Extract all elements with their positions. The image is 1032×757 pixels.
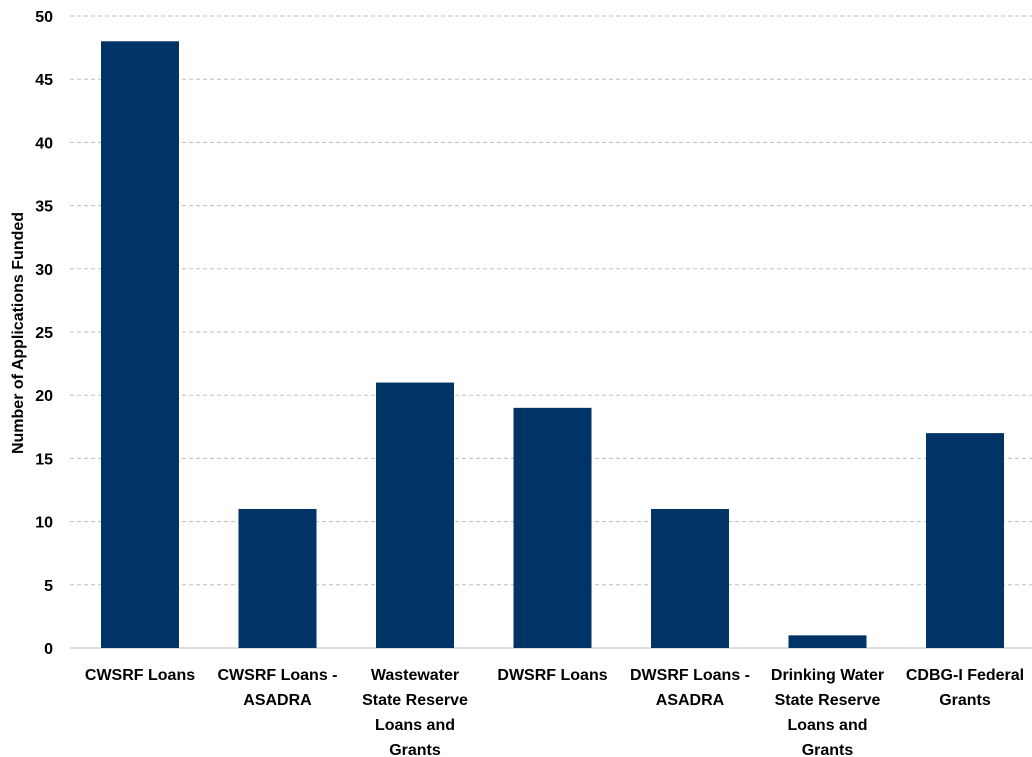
y-tick-label: 20 (35, 388, 53, 405)
x-category-label: CWSRF Loans - ASADRA (218, 667, 338, 709)
x-category-label-line: CWSRF Loans - (218, 667, 338, 684)
x-category-label-line: ASADRA (656, 692, 725, 709)
x-category-label-line: Drinking Water (771, 667, 884, 684)
y-tick-label: 15 (35, 451, 53, 468)
x-category-label-line: ASADRA (243, 692, 312, 709)
y-axis-title: Number of Applications Funded (10, 212, 27, 454)
x-axis-category-labels: CWSRF Loans CWSRF Loans - ASADRA Wastewater… (85, 667, 1024, 757)
bar (376, 382, 454, 648)
x-category-label-line: CWSRF Loans (85, 667, 195, 684)
x-category-label-line: Grants (389, 742, 441, 757)
bar (238, 508, 317, 648)
x-category-label: CWSRF Loans (85, 667, 195, 684)
x-category-label-line: State Reserve (362, 692, 468, 709)
x-category-label-line: Loans and (375, 717, 455, 734)
y-axis-tick-labels: 0 5 10 15 20 25 30 35 40 45 50 (35, 9, 53, 658)
bar (101, 41, 179, 648)
x-category-label-line: State Reserve (775, 692, 881, 709)
gridlines (70, 15, 1032, 649)
x-category-label: CDBG-I Federal Grants (906, 667, 1024, 709)
x-category-label: Wastewater State Reserve Loans and Grants (362, 667, 468, 757)
bar (651, 508, 729, 648)
x-category-label-line: DWSRF Loans - (630, 667, 750, 684)
x-category-label-line: Loans and (787, 717, 867, 734)
x-category-label: Drinking Water State Reserve Loans and Gran… (771, 667, 884, 757)
bar (926, 433, 1004, 648)
x-category-label-line: Grants (939, 692, 991, 709)
x-category-label: DWSRF Loans (497, 667, 607, 684)
y-tick-label: 0 (44, 641, 53, 658)
x-category-label-line: CDBG-I Federal (906, 667, 1024, 684)
y-tick-label: 30 (35, 262, 53, 279)
bars (101, 41, 1004, 648)
bar (788, 635, 867, 648)
y-tick-label: 35 (35, 199, 53, 216)
x-category-label-line: DWSRF Loans (497, 667, 607, 684)
y-tick-label: 40 (35, 135, 53, 152)
y-tick-label: 5 (44, 578, 53, 595)
x-category-label-line: Wastewater (371, 667, 459, 684)
y-tick-label: 50 (35, 9, 53, 26)
y-tick-label: 10 (35, 515, 53, 532)
y-tick-label: 25 (35, 325, 53, 342)
y-tick-label: 45 (35, 72, 53, 89)
x-category-label: DWSRF Loans - ASADRA (630, 667, 750, 709)
bar (513, 407, 592, 648)
x-category-label-line: Grants (802, 742, 854, 757)
